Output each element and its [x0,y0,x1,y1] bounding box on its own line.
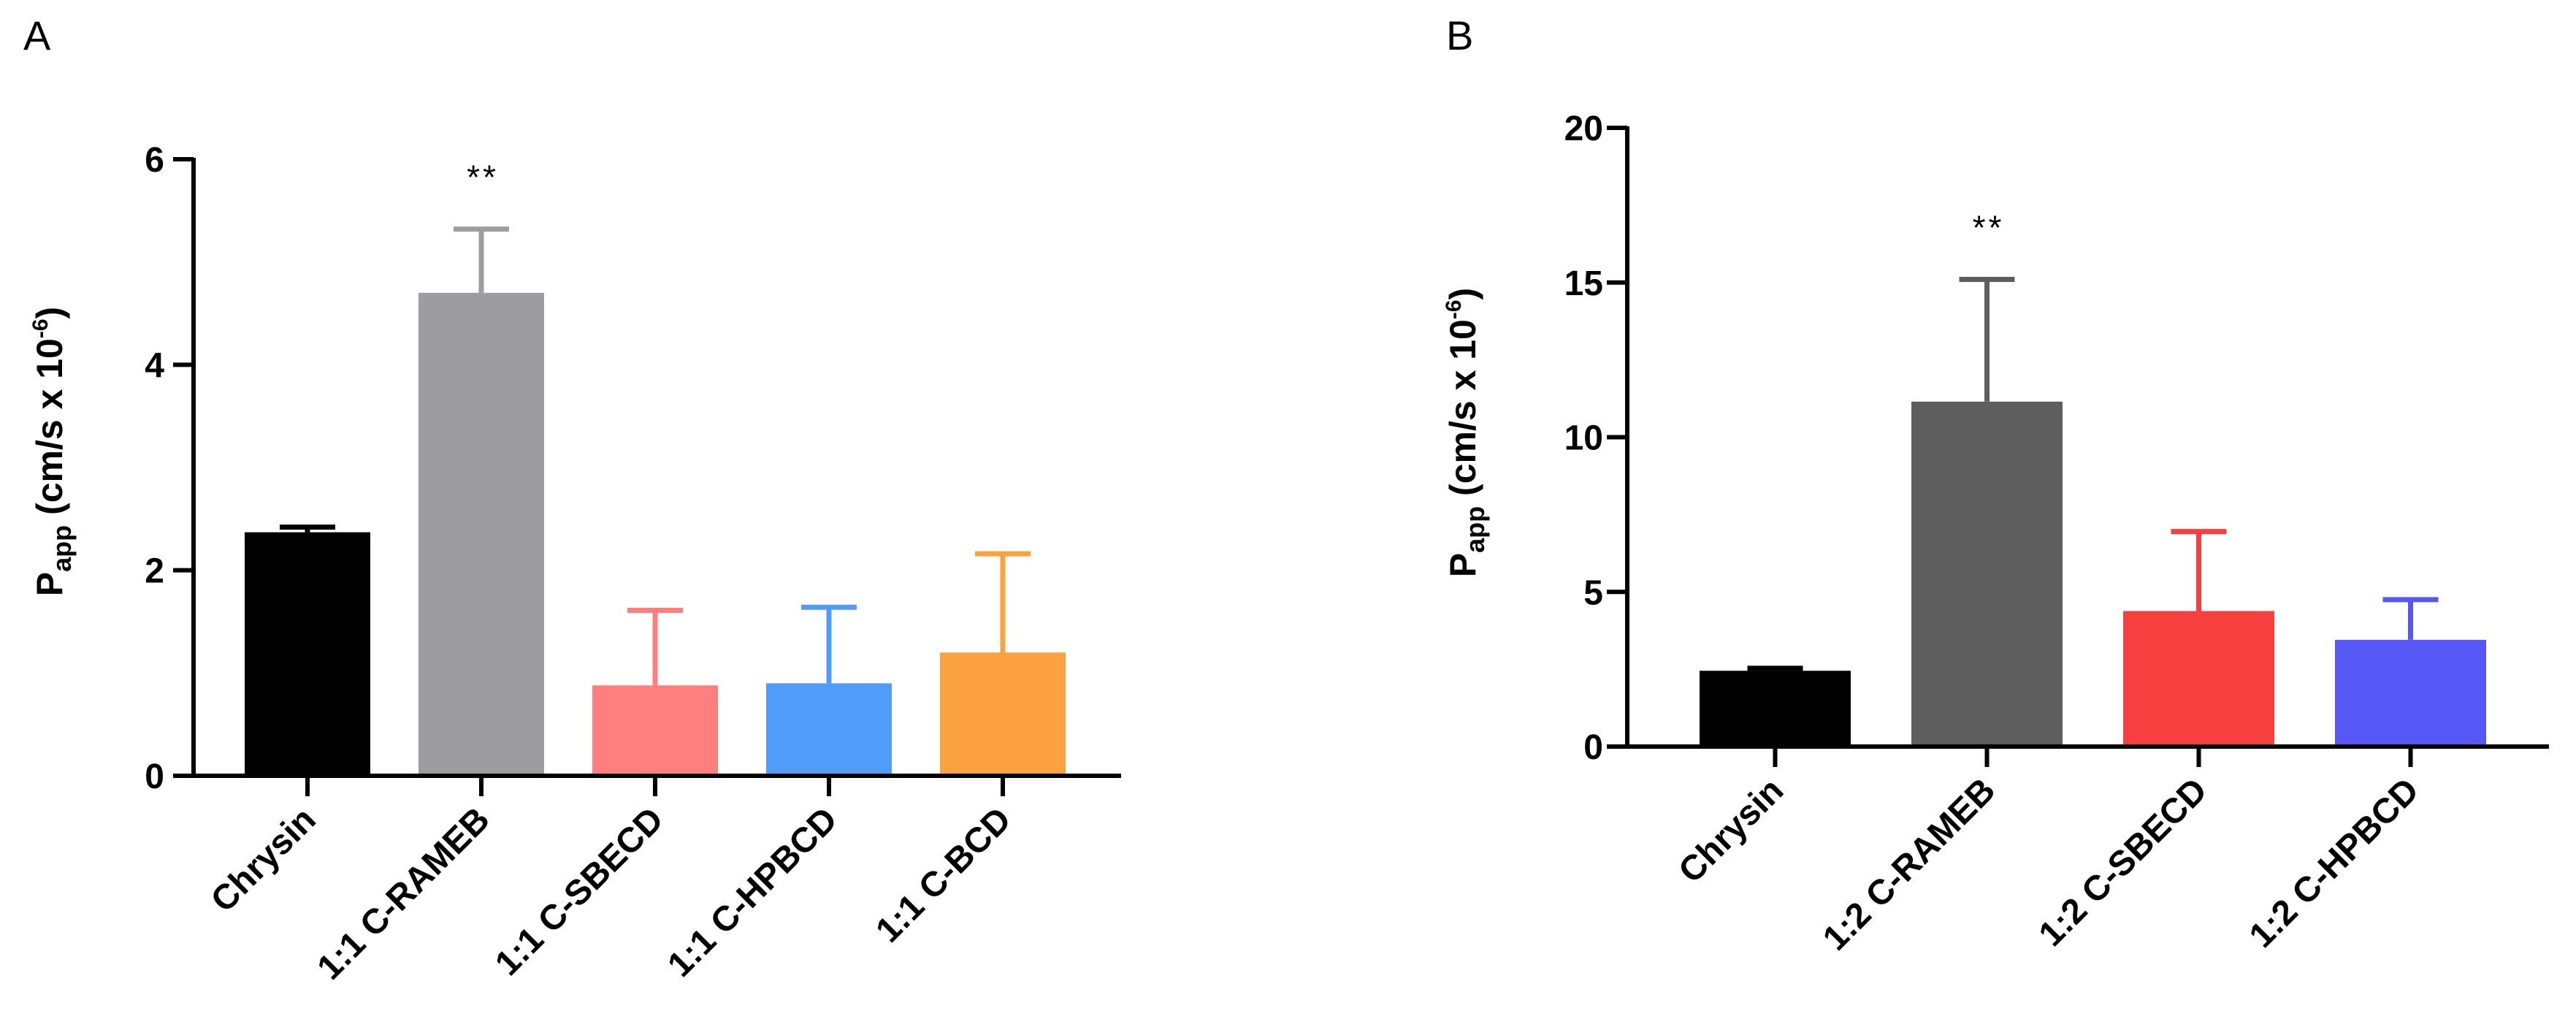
b-category-label-1-2-c-rameb: 1:2 C-RAMEB [1816,771,2003,958]
a-error-bar-1-1-c-sbecd [627,608,683,686]
a-y-tick-label-4: 4 [145,346,164,385]
a-bar-1-1-c-bcd [940,652,1066,776]
b-category-label-1-2-c-sbecd: 1:2 C-SBECD [2032,771,2215,954]
b-category-label-1-2-c-hpbcd: 1:2 C-HPBCD [2242,771,2426,955]
a-significance-annotation: ** [467,159,499,197]
b-y-tick-label-0: 0 [1583,728,1603,767]
a-category-label-1-1-c-bcd: 1:1 C-BCD [868,800,1018,950]
a-category-label-1-1-c-rameb: 1:1 C-RAMEB [310,800,497,987]
b-bar-chrysin [1700,671,1851,747]
a-error-bar-1-1-c-hpbcd [801,604,857,684]
b-significance-annotation: ** [1973,209,2005,247]
a-bar-chrysin [245,532,370,776]
b-error-bar-1-2-c-hpbcd [2382,597,2439,640]
b-y-tick-label-5: 5 [1583,573,1603,612]
a-category-label-1-1-c-hpbcd: 1:1 C-HPBCD [660,800,844,984]
panel-b-y-axis-label: Papp (cm/s x 10-6) [1442,288,1490,577]
b-bar-1-2-c-hpbcd [2335,639,2486,747]
a-category-label-1-1-c-sbecd: 1:1 C-SBECD [488,800,671,983]
panel-b-label: B [1446,12,1473,58]
a-error-bar-1-1-c-rameb [454,226,509,293]
panel-a-y-axis-label: Papp (cm/s x 10-6) [28,307,77,596]
b-category-label-chrysin: Chrysin [1671,771,1791,890]
b-error-bar-chrysin [1747,665,1803,671]
a-y-tick-label-6: 6 [145,141,164,180]
a-error-bar-chrysin [280,524,335,533]
b-error-bar-1-2-c-rameb [1959,277,2015,402]
b-y-tick-label-20: 20 [1564,110,1603,148]
b-error-bar-1-2-c-sbecd [2171,529,2227,611]
a-bar-1-1-c-sbecd [592,685,718,776]
a-bar-1-1-c-rameb [418,292,544,776]
b-bar-1-2-c-sbecd [2123,611,2274,747]
a-bar-1-1-c-hpbcd [766,683,892,776]
panel-a-label: A [23,12,51,58]
a-error-bar-1-1-c-bcd [975,551,1031,653]
b-y-tick-label-10: 10 [1564,419,1603,458]
b-bar-1-2-c-rameb [1911,401,2063,747]
a-category-label-chrysin: Chrysin [204,800,324,920]
b-y-tick-label-15: 15 [1564,264,1603,303]
a-y-tick-label-0: 0 [145,758,164,796]
a-y-tick-label-2: 2 [145,552,164,591]
